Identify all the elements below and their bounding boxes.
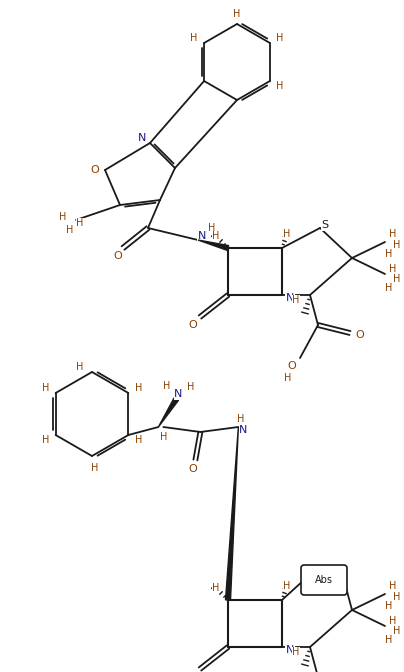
Text: H: H — [292, 295, 300, 305]
Text: H: H — [393, 592, 401, 602]
FancyBboxPatch shape — [301, 565, 347, 595]
Polygon shape — [198, 240, 229, 251]
Text: N: N — [198, 231, 206, 241]
Text: H: H — [385, 635, 393, 645]
Text: H: H — [385, 601, 393, 611]
Text: H: H — [276, 33, 284, 43]
Text: O: O — [189, 320, 198, 330]
Text: H: H — [91, 463, 99, 473]
Text: N: N — [286, 645, 294, 655]
Text: H: H — [42, 383, 49, 393]
Text: O: O — [356, 330, 364, 340]
Text: N: N — [138, 133, 146, 143]
Text: H: H — [135, 435, 142, 445]
Text: O: O — [188, 464, 197, 474]
Text: H: H — [393, 274, 401, 284]
Text: H: H — [59, 212, 67, 222]
Text: H: H — [66, 225, 74, 235]
Text: H: H — [213, 583, 220, 593]
Text: H: H — [389, 581, 397, 591]
Text: H: H — [76, 362, 84, 372]
Text: H: H — [237, 414, 244, 424]
Polygon shape — [158, 398, 179, 427]
Text: H: H — [42, 435, 49, 445]
Text: H: H — [389, 229, 397, 239]
Text: H: H — [385, 249, 393, 259]
Text: N: N — [286, 293, 294, 303]
Text: N: N — [239, 425, 248, 435]
Text: H: H — [283, 581, 291, 591]
Text: H: H — [234, 9, 241, 19]
Text: Abs: Abs — [315, 575, 333, 585]
Text: H: H — [385, 283, 393, 293]
Text: H: H — [213, 231, 220, 241]
Text: H: H — [284, 373, 292, 383]
Text: H: H — [76, 218, 84, 228]
Text: H: H — [276, 81, 284, 91]
Text: H: H — [292, 647, 300, 657]
Text: O: O — [90, 165, 99, 175]
Text: H: H — [389, 264, 397, 274]
Text: N: N — [174, 389, 183, 399]
Text: H: H — [393, 240, 401, 250]
Polygon shape — [225, 427, 238, 600]
Text: O: O — [288, 361, 297, 371]
Text: H: H — [208, 223, 216, 233]
Text: S: S — [322, 220, 328, 230]
Text: H: H — [160, 432, 167, 442]
Text: H: H — [393, 626, 401, 636]
Text: H: H — [283, 229, 291, 239]
Text: H: H — [190, 33, 198, 43]
Text: H: H — [389, 616, 397, 626]
Text: H: H — [187, 382, 194, 392]
Text: H: H — [135, 383, 142, 393]
Text: O: O — [114, 251, 122, 261]
Text: H: H — [163, 381, 170, 391]
